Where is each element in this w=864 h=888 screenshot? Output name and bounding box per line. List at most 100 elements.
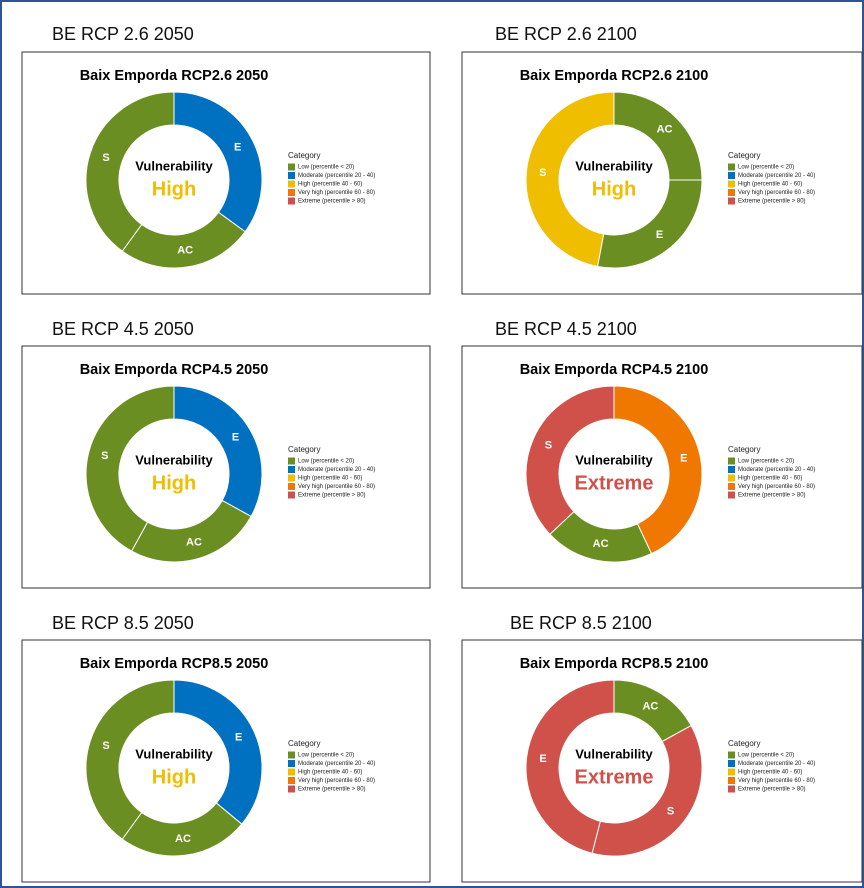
legend-swatch xyxy=(288,466,295,473)
chart-title: Baix Emporda RCP8.5 2100 xyxy=(520,656,709,672)
segment-label: S xyxy=(539,167,546,179)
legend-label: Extreme (percentile > 80) xyxy=(298,787,366,793)
legend-label: Very high (percentile 60 - 80) xyxy=(298,778,375,784)
legend-swatch xyxy=(728,785,735,793)
segment-label: S xyxy=(102,740,109,752)
segment-label: AC xyxy=(593,538,609,550)
legend-swatch xyxy=(288,785,295,793)
legend-swatch xyxy=(288,751,295,759)
legend-swatch xyxy=(288,163,295,171)
chart-title: Baix Emporda RCP2.6 2100 xyxy=(520,68,709,84)
legend-swatch xyxy=(288,172,295,179)
donut-segment xyxy=(85,91,175,252)
center-value: High xyxy=(152,472,196,494)
segment-label: E xyxy=(234,141,241,153)
chart-title: Baix Emporda RCP8.5 2050 xyxy=(80,656,269,672)
center-value: Extreme xyxy=(575,472,654,494)
donut-segment xyxy=(85,679,175,840)
legend-label: Extreme (percentile > 80) xyxy=(298,493,366,499)
legend-label: Moderate (percentile 20 - 40) xyxy=(298,467,375,473)
center-value: High xyxy=(152,178,196,200)
segment-label: AC xyxy=(177,245,193,257)
legend-label: High (percentile 40 - 60) xyxy=(298,476,362,482)
center-label: Vulnerability xyxy=(135,746,213,761)
donut-segment xyxy=(525,385,615,535)
legend-label: Moderate (percentile 20 - 40) xyxy=(738,467,815,473)
segment-label: AC xyxy=(657,123,673,135)
legend-label: Very high (percentile 60 - 80) xyxy=(738,484,815,490)
legend-title: Category xyxy=(288,151,320,160)
legend-label: High (percentile 40 - 60) xyxy=(298,770,362,776)
legend-label: Very high (percentile 60 - 80) xyxy=(298,190,375,196)
legend-title: Category xyxy=(288,445,320,454)
legend-label: High (percentile 40 - 60) xyxy=(738,182,802,188)
legend-title: Category xyxy=(288,739,320,748)
panel-heading: BE RCP 8.5 2100 xyxy=(510,613,652,633)
center-label: Vulnerability xyxy=(575,452,653,467)
legend-swatch xyxy=(288,483,295,490)
donut-segment xyxy=(525,91,615,268)
center-value: High xyxy=(152,766,196,788)
center-label: Vulnerability xyxy=(575,158,653,173)
segment-label: E xyxy=(232,432,239,444)
center-label: Vulnerability xyxy=(575,746,653,761)
legend-swatch xyxy=(728,491,735,499)
legend-label: Moderate (percentile 20 - 40) xyxy=(298,761,375,767)
legend-label: Extreme (percentile > 80) xyxy=(298,199,366,205)
legend-label: Extreme (percentile > 80) xyxy=(738,787,806,793)
legend-swatch xyxy=(728,197,735,205)
legend-label: High (percentile 40 - 60) xyxy=(738,476,802,482)
segment-label: E xyxy=(656,229,663,241)
chart-title: Baix Emporda RCP2.6 2050 xyxy=(80,68,269,84)
donut-segment xyxy=(591,724,703,857)
legend-swatch xyxy=(728,751,735,759)
segment-label: AC xyxy=(175,833,191,845)
legend-swatch xyxy=(288,768,295,776)
donut-segment xyxy=(173,385,263,518)
legend-swatch xyxy=(288,760,295,767)
center-label: Vulnerability xyxy=(135,452,213,467)
legend-swatch xyxy=(728,483,735,490)
donut-segment xyxy=(525,679,615,854)
legend-swatch xyxy=(728,768,735,776)
panel-heading: BE RCP 2.6 2050 xyxy=(52,24,194,44)
segment-label: S xyxy=(101,450,108,462)
segment-label: AC xyxy=(642,700,658,712)
segment-label: E xyxy=(680,452,687,464)
legend-swatch xyxy=(728,172,735,179)
legend-swatch xyxy=(288,189,295,196)
center-value: Extreme xyxy=(575,766,654,788)
donut-segment xyxy=(173,91,263,233)
legend-label: Moderate (percentile 20 - 40) xyxy=(738,761,815,767)
chart-title: Baix Emporda RCP4.5 2100 xyxy=(520,362,709,378)
donut-segment xyxy=(613,385,703,555)
legend-label: Low (percentile < 20) xyxy=(738,459,794,465)
legend-swatch xyxy=(288,180,295,188)
panel-heading: BE RCP 4.5 2050 xyxy=(52,319,194,339)
legend-label: Low (percentile < 20) xyxy=(298,753,354,759)
donut-segment xyxy=(85,385,175,552)
legend-swatch xyxy=(288,474,295,482)
panel-heading: BE RCP 4.5 2100 xyxy=(495,319,637,339)
legend-label: Low (percentile < 20) xyxy=(298,459,354,465)
donut-segment xyxy=(173,679,263,825)
legend-title: Category xyxy=(728,445,760,454)
segment-label: AC xyxy=(186,537,202,549)
segment-label: E xyxy=(235,731,242,743)
legend-label: Extreme (percentile > 80) xyxy=(738,199,806,205)
legend-swatch xyxy=(728,180,735,188)
segment-label: E xyxy=(539,753,546,765)
legend-label: Low (percentile < 20) xyxy=(738,165,794,171)
legend-title: Category xyxy=(728,739,760,748)
legend-swatch xyxy=(728,466,735,473)
panel-heading: BE RCP 2.6 2100 xyxy=(495,24,637,44)
segment-label: S xyxy=(102,152,109,164)
legend-swatch xyxy=(728,189,735,196)
legend-label: High (percentile 40 - 60) xyxy=(298,182,362,188)
legend-label: High (percentile 40 - 60) xyxy=(738,770,802,776)
center-value: High xyxy=(592,178,636,200)
legend-swatch xyxy=(728,760,735,767)
legend-title: Category xyxy=(728,151,760,160)
